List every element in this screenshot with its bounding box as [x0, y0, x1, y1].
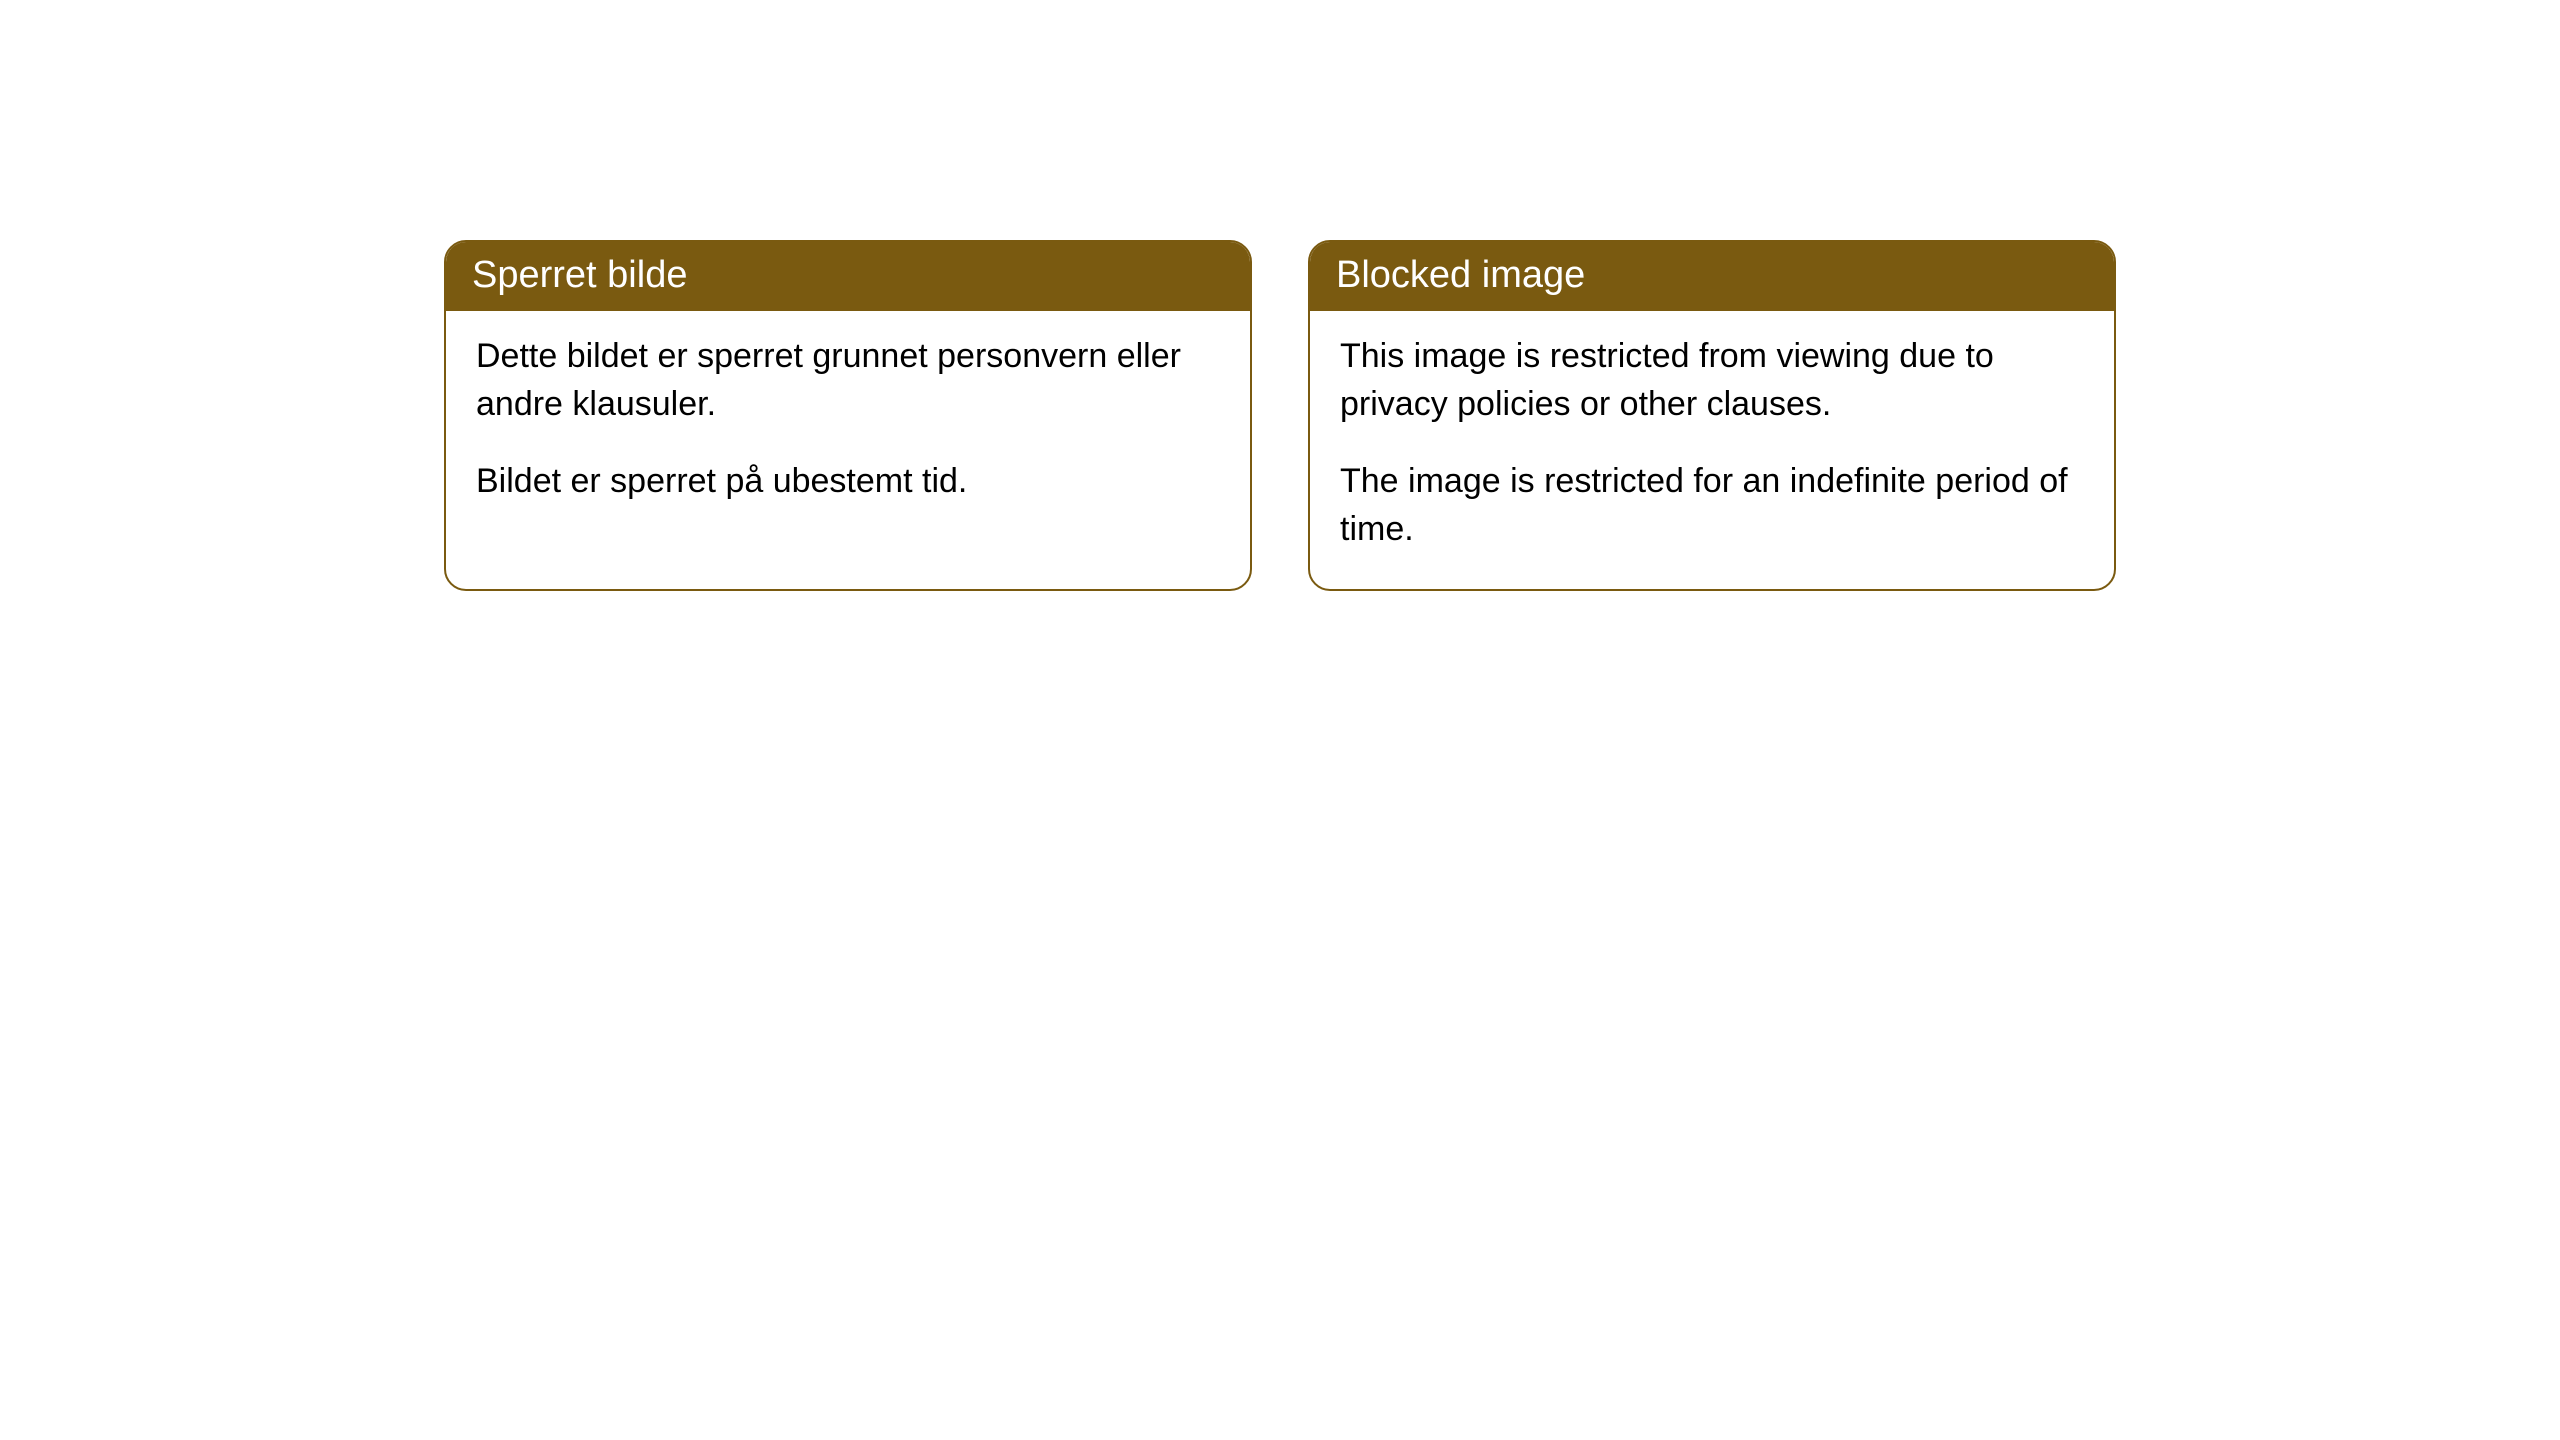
card-english: Blocked image This image is restricted f… — [1308, 240, 2116, 591]
card-paragraph: Dette bildet er sperret grunnet personve… — [476, 333, 1220, 428]
card-paragraph: The image is restricted for an indefinit… — [1340, 458, 2084, 553]
card-body-norwegian: Dette bildet er sperret grunnet personve… — [446, 311, 1250, 542]
card-norwegian: Sperret bilde Dette bildet er sperret gr… — [444, 240, 1252, 591]
card-title: Blocked image — [1336, 254, 1585, 296]
card-paragraph: This image is restricted from viewing du… — [1340, 333, 2084, 428]
card-container: Sperret bilde Dette bildet er sperret gr… — [0, 0, 2560, 591]
card-paragraph: Bildet er sperret på ubestemt tid. — [476, 458, 1220, 506]
card-header-english: Blocked image — [1310, 242, 2114, 311]
card-body-english: This image is restricted from viewing du… — [1310, 311, 2114, 589]
card-title: Sperret bilde — [472, 254, 687, 296]
card-header-norwegian: Sperret bilde — [446, 242, 1250, 311]
